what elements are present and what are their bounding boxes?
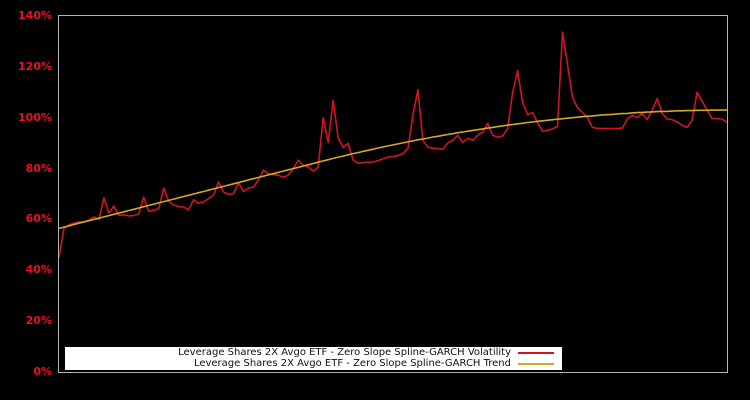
y-tick-label: 80% xyxy=(25,161,52,175)
legend: Leverage Shares 2X Avgo ETF - Zero Slope… xyxy=(65,347,562,370)
legend-item-volatility: Leverage Shares 2X Avgo ETF - Zero Slope… xyxy=(69,347,554,359)
y-tick-label: 140% xyxy=(18,9,52,22)
plot-area xyxy=(58,15,728,373)
y-tick-label: 60% xyxy=(25,212,52,226)
series-line xyxy=(59,31,727,258)
y-tick-label: 0% xyxy=(33,365,52,378)
y-tick-label: 120% xyxy=(18,59,52,73)
y-axis-tick-labels: 0% 20% 40% 60% 80% 100% 120% 140% xyxy=(0,0,52,400)
volatility-line-swatch xyxy=(518,352,554,355)
legend-label-trend: Leverage Shares 2X Avgo ETF - Zero Slope… xyxy=(193,357,511,369)
y-tick-label: 100% xyxy=(18,110,52,124)
legend-label-volatility: Leverage Shares 2X Avgo ETF - Zero Slope… xyxy=(178,347,511,358)
chart-canvas xyxy=(59,31,727,258)
series-line xyxy=(59,109,727,230)
trend-line-swatch xyxy=(518,362,554,365)
y-tick-label: 40% xyxy=(25,263,52,277)
y-tick-label: 20% xyxy=(25,314,52,328)
legend-item-trend: Leverage Shares 2X Avgo ETF - Zero Slope… xyxy=(69,357,554,370)
